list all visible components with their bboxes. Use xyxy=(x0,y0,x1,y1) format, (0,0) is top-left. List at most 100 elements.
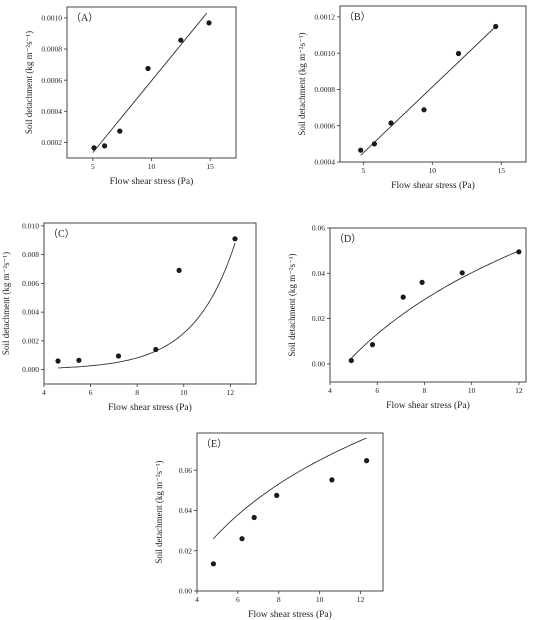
x-tick-label: 8 xyxy=(277,595,281,604)
y-tick-label: 0.006 xyxy=(22,279,39,288)
data-point xyxy=(176,267,182,273)
x-axis-label: Flow shear stress (Pa) xyxy=(110,176,194,187)
x-tick-label: 8 xyxy=(423,386,427,395)
data-point xyxy=(102,143,108,149)
data-point xyxy=(493,23,499,30)
panel-label: （C） xyxy=(48,228,75,240)
y-tick-label: 0.04 xyxy=(312,269,325,278)
x-tick-label: 15 xyxy=(206,162,214,171)
x-tick-label: 10 xyxy=(429,166,437,175)
chart-panel-3: 4 6 8 10 12 0.00 0.02 0.04 0.06 （D） Flow shear str… xyxy=(287,224,527,411)
y-tick-label: 0.0008 xyxy=(41,45,62,54)
plot-frame xyxy=(339,5,527,163)
data-point xyxy=(358,147,364,153)
plot-frame xyxy=(66,6,237,159)
y-axis-label: Soil detachment (kg m⁻²s⁻¹) xyxy=(297,32,307,135)
x-axis-label: Flow shear stress (Pa) xyxy=(248,609,332,620)
data-point xyxy=(388,120,394,126)
x-tick-label: 12 xyxy=(357,595,365,604)
y-tick-label: 0.0004 xyxy=(41,107,62,116)
fit-curve xyxy=(213,437,367,540)
y-tick-label: 0.0010 xyxy=(41,13,62,22)
plot-frame xyxy=(196,432,384,592)
y-tick-label: 0.02 xyxy=(179,546,192,555)
x-axis-label: Flow shear stress (Pa) xyxy=(386,400,470,411)
y-tick-label: 0.0006 xyxy=(314,121,335,130)
x-axis-label: Flow shear stress (Pa) xyxy=(108,402,192,413)
data-point xyxy=(364,458,370,464)
y-tick-label: 0.0010 xyxy=(314,49,335,58)
y-tick-label: 0.0012 xyxy=(314,12,335,21)
data-point xyxy=(329,477,335,483)
chart-panel-4: 4 6 8 10 12 0.00 0.02 0.04 0.06 （E） Flow shear str… xyxy=(154,432,384,620)
x-tick-label: 15 xyxy=(497,166,505,175)
y-axis-label: Soil detachment (kg m⁻²s⁻¹) xyxy=(24,31,34,134)
x-tick-label: 12 xyxy=(227,388,235,397)
x-tick-label: 6 xyxy=(89,388,93,397)
panel-label: （E） xyxy=(201,438,227,450)
y-tick-label: 0.06 xyxy=(179,466,192,475)
data-point xyxy=(91,145,97,151)
y-tick-label: 0.00 xyxy=(312,359,325,368)
data-point xyxy=(516,249,522,255)
x-tick-label: 10 xyxy=(468,386,476,395)
data-point xyxy=(206,20,212,26)
data-point xyxy=(76,357,82,363)
plot-frame xyxy=(43,222,257,385)
data-point xyxy=(348,357,354,364)
data-point xyxy=(274,492,280,498)
x-tick-label: 4 xyxy=(328,386,332,395)
y-tick-label: 0.010 xyxy=(22,221,39,230)
chart-panel-1: 5 10 15 0.0004 0.0006 0.0008 0.0010 0.0012 （B） Fl… xyxy=(297,5,527,191)
x-tick-label: 6 xyxy=(375,386,379,395)
y-tick-label: 0.00 xyxy=(179,587,192,596)
data-point xyxy=(239,536,245,542)
y-tick-label: 0.004 xyxy=(22,308,39,317)
chart-panel-2: 4 6 8 10 12 0.000 0.002 0.004 0.006 0.008 0.010 （C）… xyxy=(1,221,257,413)
data-point xyxy=(371,141,377,147)
fit-curve xyxy=(92,12,208,153)
data-point xyxy=(251,514,257,521)
x-tick-label: 10 xyxy=(148,162,156,171)
fit-curve xyxy=(350,250,520,359)
data-point xyxy=(232,236,238,242)
data-point xyxy=(210,561,216,567)
x-tick-label: 12 xyxy=(515,386,523,395)
y-tick-label: 0.002 xyxy=(22,336,39,345)
data-point xyxy=(145,65,151,72)
data-point xyxy=(400,294,406,300)
y-axis-label: Soil detachment (kg m⁻²s⁻¹) xyxy=(287,253,297,356)
y-tick-label: 0.04 xyxy=(179,506,192,515)
y-axis-label: Soil detachment (kg m⁻²s⁻¹) xyxy=(154,460,164,563)
data-point xyxy=(369,342,376,348)
data-point xyxy=(421,107,427,113)
data-point xyxy=(115,353,122,359)
x-tick-label: 4 xyxy=(42,388,46,397)
x-tick-label: 5 xyxy=(91,162,95,171)
x-tick-label: 4 xyxy=(195,595,199,604)
y-tick-label: 0.06 xyxy=(312,224,325,233)
y-tick-label: 0.0002 xyxy=(41,138,62,147)
data-point xyxy=(419,279,425,285)
y-axis-label: Soil detachment (kg m⁻²s⁻¹) xyxy=(1,252,11,355)
x-tick-label: 8 xyxy=(135,388,139,397)
data-point xyxy=(178,37,184,43)
data-point xyxy=(153,346,159,353)
panel-label: （D） xyxy=(334,233,361,245)
x-tick-label: 5 xyxy=(362,166,366,175)
y-tick-label: 0.0006 xyxy=(41,76,62,85)
fit-curve xyxy=(57,243,236,369)
x-tick-label: 10 xyxy=(316,595,324,604)
y-tick-label: 0.0004 xyxy=(314,158,335,167)
chart-panel-0: 5 10 15 0.0002 0.0004 0.0006 0.0008 0.0010 （A） Fl… xyxy=(24,6,237,187)
data-point xyxy=(117,128,123,134)
y-tick-label: 0.0008 xyxy=(314,85,335,94)
x-tick-label: 6 xyxy=(236,595,240,604)
y-tick-label: 0.02 xyxy=(312,314,325,323)
data-point xyxy=(455,50,462,57)
x-axis-label: Flow shear stress (Pa) xyxy=(391,180,475,191)
data-point xyxy=(55,358,61,364)
y-tick-label: 0.000 xyxy=(22,365,39,374)
x-tick-label: 10 xyxy=(180,388,188,397)
